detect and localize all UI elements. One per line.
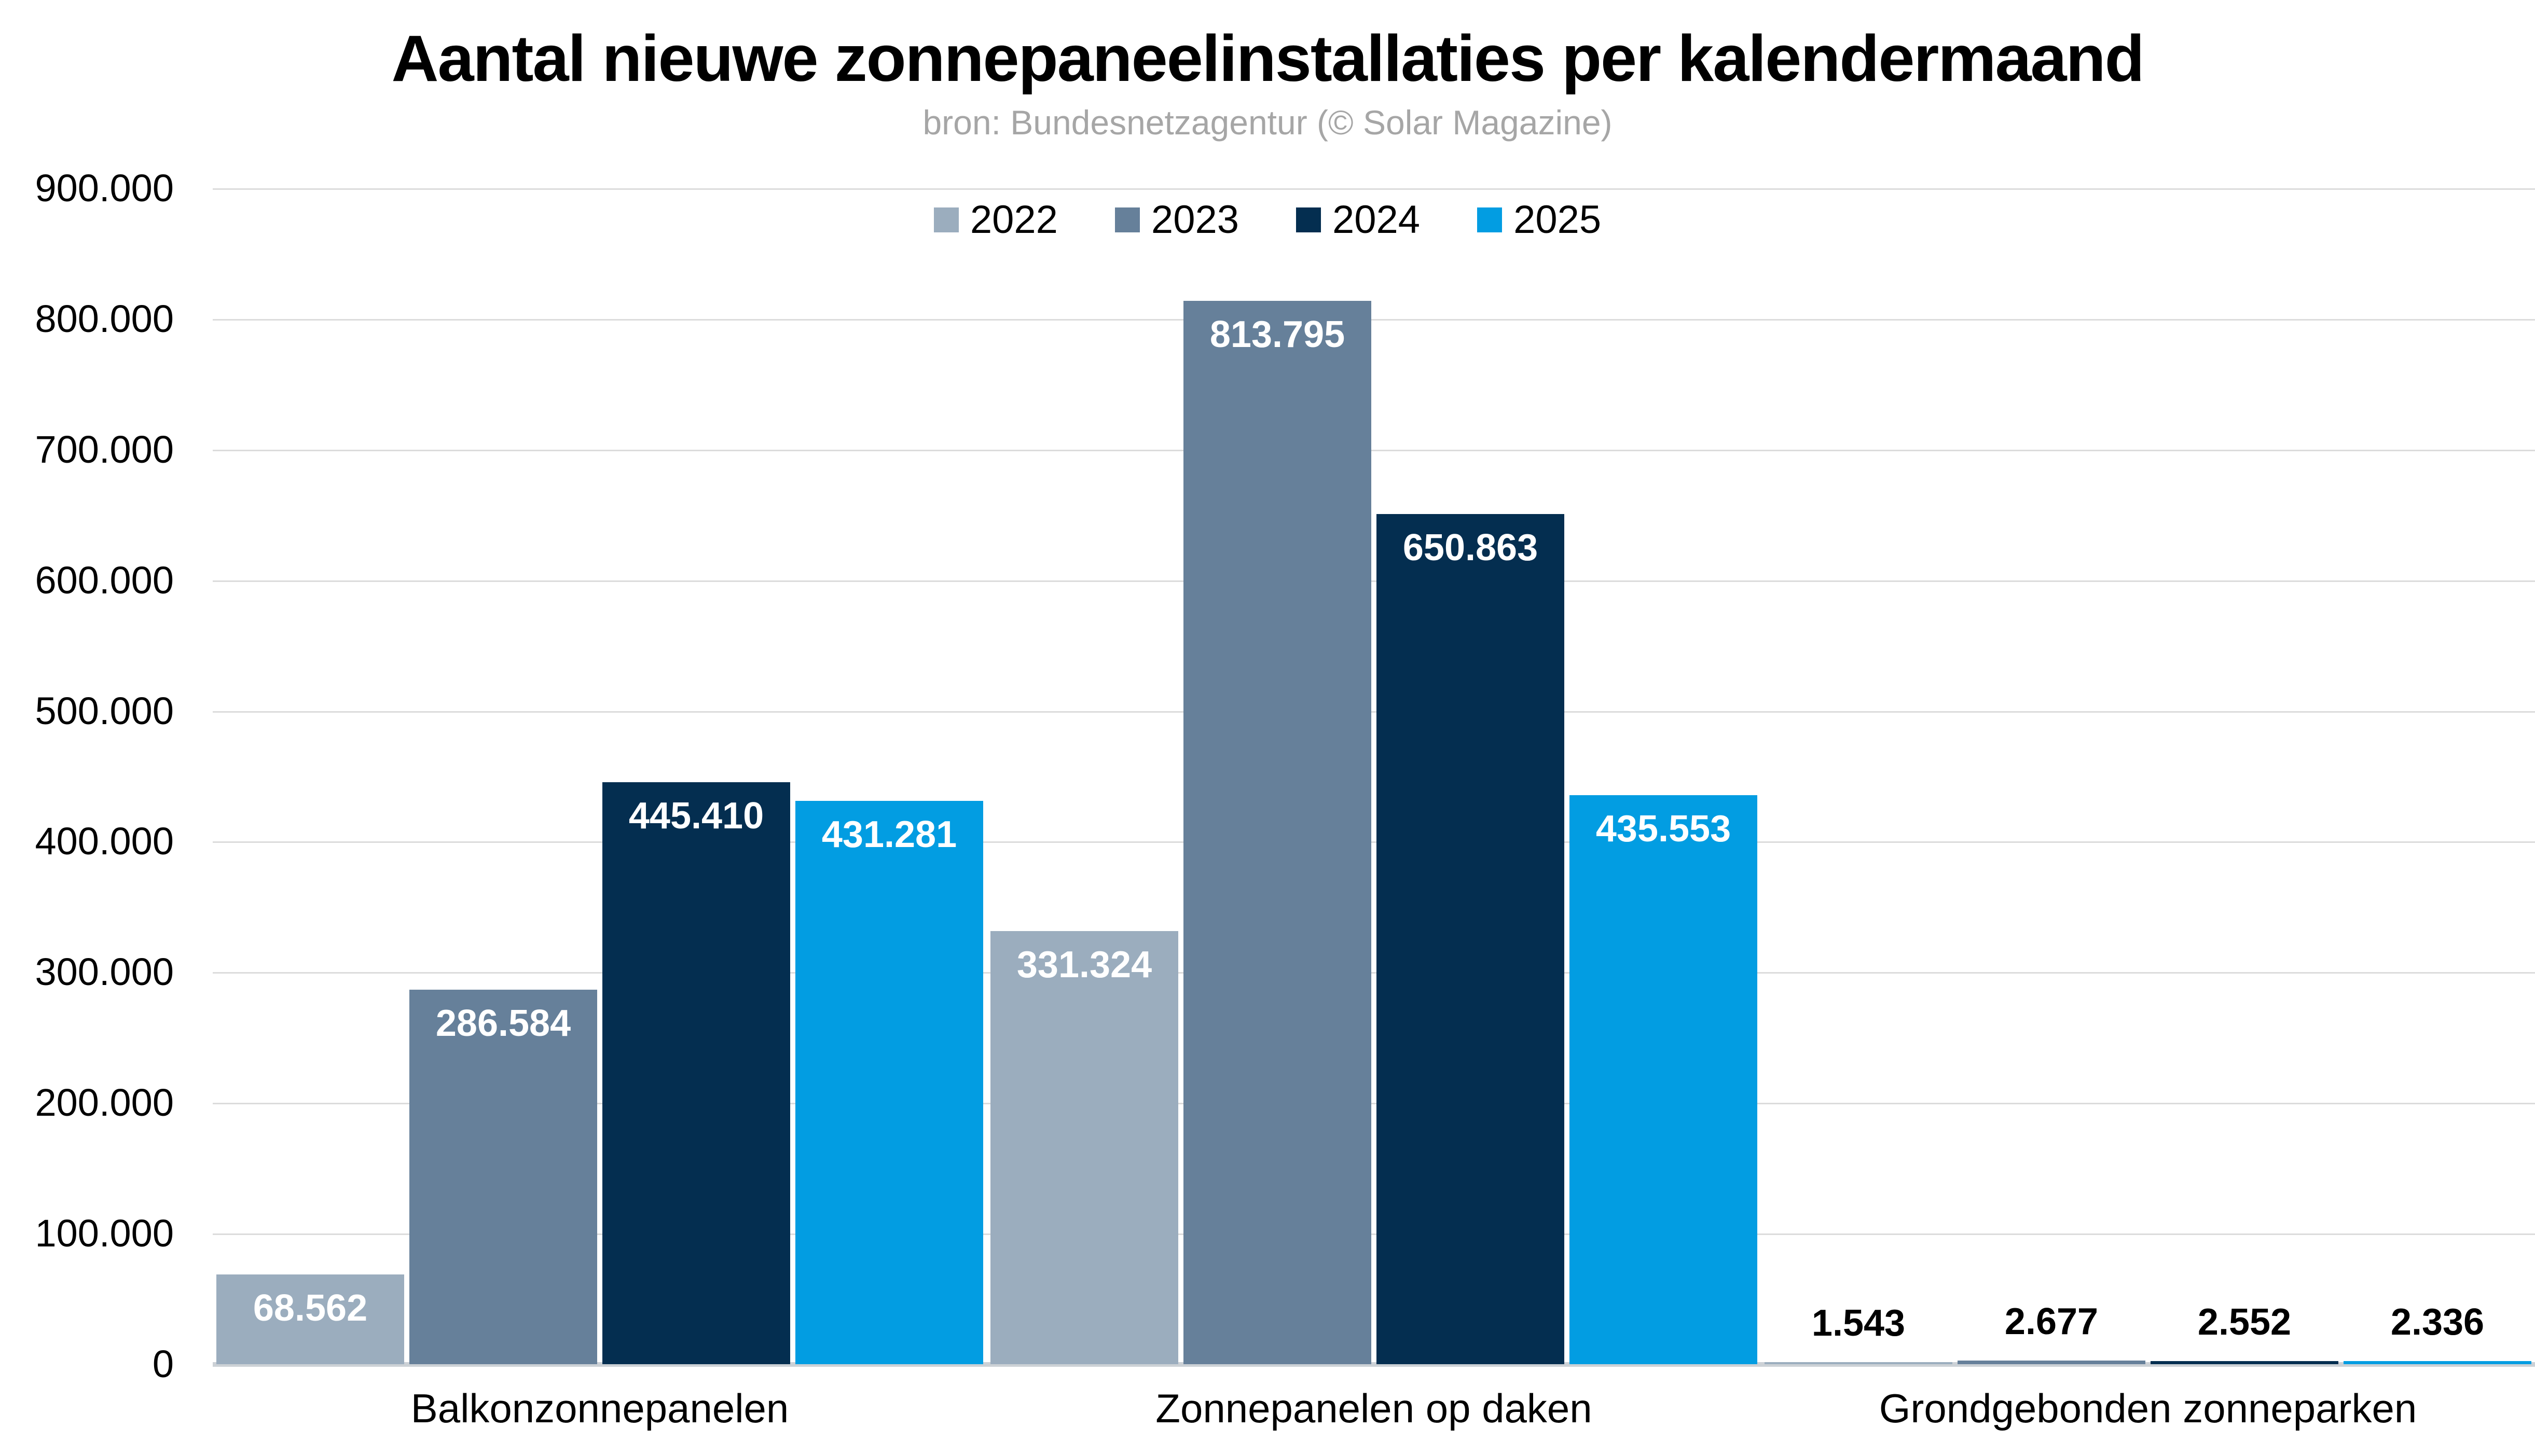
bar-value-label: 435.553	[1595, 808, 1731, 850]
y-tick-label: 100.000	[35, 1212, 174, 1255]
y-tick-label: 700.000	[35, 427, 174, 471]
plot-area: 68.562 286.584 445.410 431.281 331.324 813.79…	[213, 188, 2535, 1367]
gridline	[213, 449, 2535, 451]
bar-value-label: 445.410	[628, 795, 764, 837]
bar-value-label: 331.324	[1016, 944, 1152, 986]
bar-2025-2: 435.553	[1569, 795, 1757, 1364]
bar-2023-1: 286.584	[409, 990, 597, 1364]
legend-label: 2023	[1151, 198, 1239, 242]
category-label-2: Zonnepanelen op daken	[1155, 1385, 1592, 1431]
x-axis-baseline	[213, 1362, 2535, 1367]
gridline	[213, 841, 2535, 843]
bar-group-3: 1.543 2.677 2.552 2.336	[1761, 188, 2535, 1364]
bar-2025-3: 2.336	[2344, 1301, 2531, 1364]
legend-marker-icon	[1477, 207, 1503, 232]
bar-group-2: 331.324 813.795 650.863 435.553	[987, 188, 1761, 1364]
category-label-3: Grondgebonden zonneparken	[1879, 1385, 2417, 1431]
bar-2023-2: 813.795	[1183, 301, 1371, 1364]
category-label-1: Balkonzonnepanelen	[410, 1385, 789, 1431]
bar-groups: 68.562 286.584 445.410 431.281 331.324 813.79…	[213, 188, 2535, 1364]
bar-2023-3: 2.677	[1958, 1301, 2145, 1364]
y-tick-label: 500.000	[35, 689, 174, 732]
bar-value-label: 813.795	[1209, 314, 1345, 356]
legend-label: 2025	[1513, 198, 1602, 242]
bar-2025-1: 431.281	[795, 800, 983, 1364]
bar-value-label: 286.584	[435, 1003, 571, 1045]
bar-2022-2: 331.324	[990, 931, 1178, 1364]
y-tick-label: 400.000	[35, 820, 174, 863]
legend-marker-icon	[1114, 207, 1140, 232]
legend-item-2025: 2025	[1477, 197, 1601, 242]
bar-2022-3: 1.543	[1765, 1302, 1952, 1364]
y-tick-label: 0	[152, 1342, 174, 1385]
legend-marker-icon	[1296, 207, 1321, 232]
y-axis: 900.000 800.000 700.000 600.000 500.000 400.0…	[0, 0, 174, 1456]
y-tick-label: 800.000	[35, 297, 174, 340]
bar-value-label: 1.543	[1811, 1302, 1906, 1344]
legend-label: 2022	[970, 198, 1058, 242]
legend-label: 2024	[1332, 198, 1421, 242]
gridline	[213, 188, 2535, 190]
legend: 2022 2023 2024 2025	[0, 197, 2535, 242]
gridline	[213, 972, 2535, 974]
bar-2022-1: 68.562	[216, 1274, 404, 1364]
bar-group-1: 68.562 286.584 445.410 431.281	[213, 188, 987, 1364]
bar-value-label: 431.281	[821, 813, 957, 855]
y-tick-label: 600.000	[35, 558, 174, 602]
bar-value-label: 2.552	[2197, 1301, 2292, 1343]
gridline	[213, 1103, 2535, 1105]
legend-item-2024: 2024	[1296, 197, 1420, 242]
chart-title: Aantal nieuwe zonnepaneelinstallaties pe…	[391, 22, 2144, 95]
y-tick-label: 200.000	[35, 1081, 174, 1125]
bar-2024-2: 650.863	[1376, 514, 1564, 1364]
gridline	[213, 1233, 2535, 1236]
legend-item-2022: 2022	[933, 197, 1058, 242]
gridline	[213, 580, 2535, 582]
bar-value-label: 2.336	[2390, 1301, 2485, 1343]
bar-value-label: 650.863	[1402, 526, 1538, 568]
bar-2024-1: 445.410	[602, 782, 790, 1364]
bar-2024-3: 2.552	[2151, 1301, 2338, 1364]
x-axis: Balkonzonnepanelen Zonnepanelen op daken G…	[213, 1385, 2535, 1432]
chart-subtitle: bron: Bundesnetzagentur (© Solar Magazin…	[922, 103, 1613, 142]
y-tick-label: 900.000	[35, 167, 174, 210]
legend-marker-icon	[933, 207, 959, 232]
bar-value-label: 2.677	[2004, 1301, 2099, 1342]
bar-value-label: 68.562	[253, 1287, 368, 1329]
gridline	[213, 318, 2535, 321]
y-tick-label: 300.000	[35, 950, 174, 994]
gridline	[213, 711, 2535, 713]
legend-item-2023: 2023	[1114, 197, 1239, 242]
